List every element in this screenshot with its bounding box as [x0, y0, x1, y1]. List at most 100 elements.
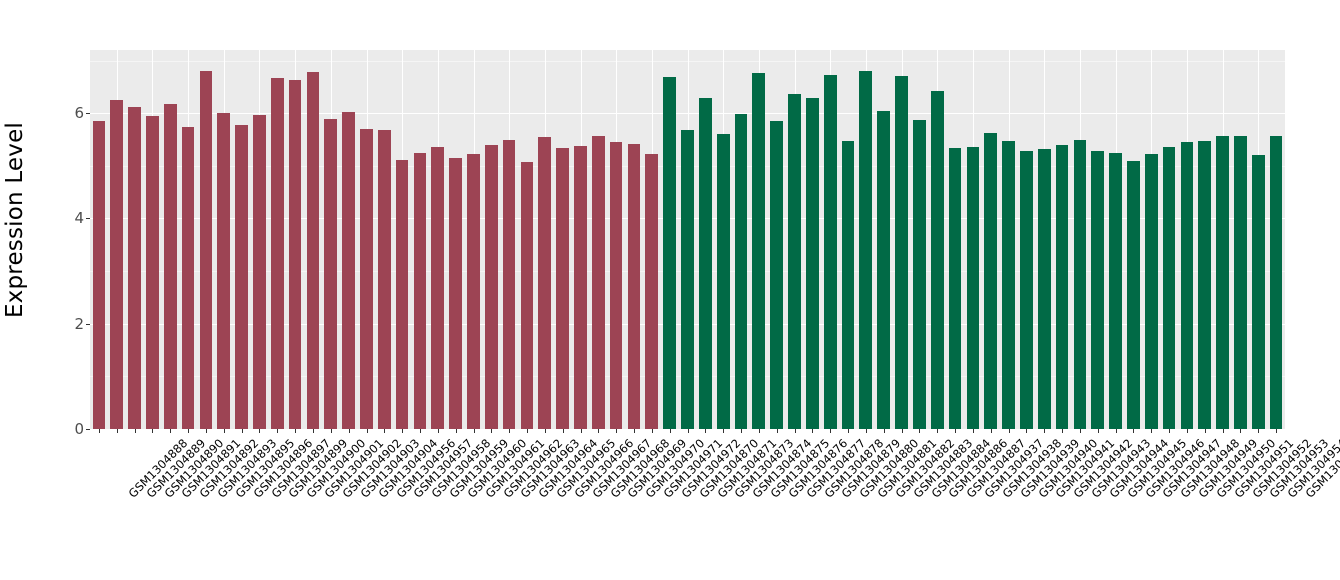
x-tick-mark — [723, 429, 725, 433]
bar — [1180, 141, 1194, 429]
x-tick-mark — [1133, 429, 1135, 433]
x-tick-mark — [330, 429, 332, 433]
bar — [609, 141, 623, 429]
bars-layer — [90, 50, 1285, 429]
bar — [1073, 139, 1087, 429]
y-tick-mark — [86, 429, 90, 430]
x-tick-mark — [705, 429, 707, 433]
x-tick-mark — [1276, 429, 1278, 433]
x-tick-mark — [812, 429, 814, 433]
x-tick-mark — [669, 429, 671, 433]
bar — [877, 111, 891, 429]
y-axis-tick-label: 2 — [74, 314, 84, 333]
x-tick-mark — [616, 429, 618, 433]
bar — [1020, 150, 1033, 429]
bar — [467, 154, 480, 429]
bar — [734, 113, 748, 429]
bar — [1198, 141, 1212, 429]
bar — [484, 144, 498, 429]
plot-panel — [90, 50, 1285, 430]
x-tick-mark — [598, 429, 600, 433]
x-tick-mark — [955, 429, 956, 433]
bar — [1091, 150, 1105, 429]
x-tick-mark — [116, 429, 118, 433]
y-axis-tick-label: 4 — [74, 209, 84, 228]
bar — [377, 130, 391, 429]
y-axis-tick-label: 6 — [74, 104, 84, 123]
bar — [199, 71, 213, 429]
x-tick-mark — [384, 429, 386, 433]
bar — [128, 106, 141, 429]
x-tick-mark — [972, 429, 974, 433]
bar — [270, 77, 284, 429]
bar — [395, 159, 409, 429]
x-tick-mark — [544, 429, 546, 433]
x-tick-mark — [241, 429, 243, 433]
x-tick-mark — [1044, 429, 1046, 433]
bar — [288, 79, 302, 429]
bar — [805, 98, 819, 429]
bar — [1037, 149, 1051, 429]
x-tick-mark — [205, 429, 207, 433]
bar — [431, 147, 445, 429]
bar — [92, 121, 106, 429]
bar — [681, 130, 694, 429]
x-tick-mark — [259, 429, 261, 433]
x-tick-mark — [455, 429, 457, 433]
bar — [948, 148, 962, 429]
bar — [663, 77, 676, 429]
x-tick-mark — [580, 429, 582, 433]
x-tick-mark — [188, 429, 190, 433]
bar — [930, 90, 944, 429]
bar — [716, 134, 730, 429]
bar — [1269, 135, 1283, 429]
bar — [324, 119, 338, 429]
x-tick-mark — [170, 429, 172, 433]
x-tick-mark — [1151, 429, 1153, 433]
x-tick-mark — [366, 429, 368, 433]
x-tick-mark — [758, 429, 760, 433]
x-tick-mark — [491, 429, 493, 433]
x-tick-mark — [1097, 429, 1099, 433]
x-tick-mark — [402, 429, 404, 433]
x-tick-mark — [634, 429, 635, 433]
x-tick-mark — [848, 429, 849, 433]
x-tick-mark — [794, 429, 796, 433]
bar — [1144, 153, 1158, 429]
bar — [306, 71, 320, 429]
bar — [110, 100, 124, 429]
x-tick-mark — [295, 429, 297, 433]
x-tick-mark — [1115, 429, 1117, 433]
x-axis: GSM1304888 GSM1304889 GSM1304890 GSM1304891… — [90, 429, 1340, 580]
bar — [163, 103, 177, 429]
bar — [1251, 154, 1265, 429]
bar — [1002, 141, 1015, 429]
x-tick-mark — [134, 429, 136, 433]
bar — [520, 161, 534, 429]
bar — [823, 75, 837, 429]
x-tick-mark — [223, 429, 225, 433]
bar — [502, 139, 516, 429]
x-tick-mark — [1222, 429, 1224, 433]
x-tick-mark — [883, 429, 885, 433]
x-tick-mark — [651, 429, 653, 433]
bar — [538, 136, 552, 429]
x-tick-mark — [990, 429, 992, 433]
bar — [449, 157, 462, 429]
bar — [574, 145, 587, 429]
y-axis-tick-label: 0 — [74, 420, 84, 438]
x-tick-mark — [1240, 429, 1242, 433]
x-tick-mark — [1169, 429, 1171, 433]
bar — [645, 153, 659, 429]
x-tick-mark — [901, 429, 903, 433]
bar — [181, 126, 195, 429]
x-tick-mark — [865, 429, 867, 433]
bar — [984, 133, 998, 429]
x-tick-mark — [937, 429, 939, 433]
x-tick-mark — [687, 429, 689, 433]
bar — [591, 136, 605, 429]
bar — [1234, 136, 1247, 429]
x-tick-mark — [98, 429, 100, 433]
x-tick-mark — [1186, 429, 1188, 433]
